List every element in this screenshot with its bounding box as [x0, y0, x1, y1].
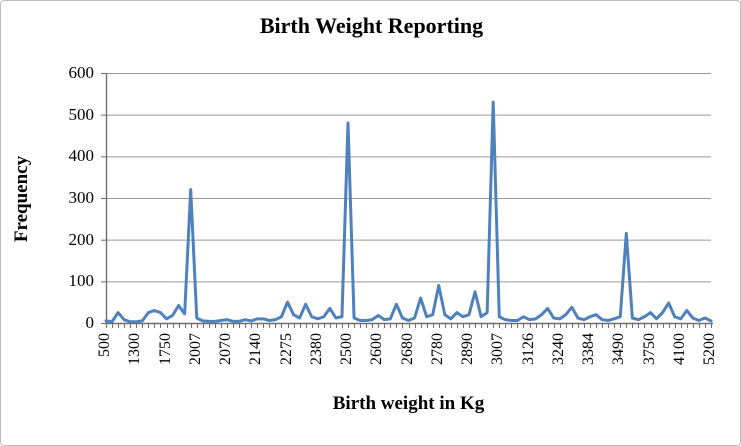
y-tick-label: 400 [68, 146, 95, 166]
x-tick-label: 3126 [519, 333, 537, 365]
x-tick-label: 1750 [156, 333, 174, 365]
y-tick-label: 600 [68, 63, 95, 82]
chart-title: Birth Weight Reporting [259, 13, 484, 38]
y-tick-label: 200 [68, 229, 95, 249]
y-tick-label: 0 [85, 313, 95, 332]
data-series-line [104, 100, 713, 324]
x-tick-label: 2275 [277, 333, 295, 365]
x-tick-label: 3007 [489, 333, 507, 365]
x-tick-label: 2140 [247, 333, 265, 365]
x-tick-label: 3384 [580, 333, 597, 365]
x-tick-label: 3490 [610, 333, 628, 365]
y-axis-title: Frequency [11, 155, 32, 243]
x-tick-label: 2680 [398, 333, 416, 365]
x-axis-title: Birth weight in Kg [332, 393, 485, 414]
y-tick-label: 100 [68, 271, 95, 291]
x-tick-label: 1300 [126, 333, 144, 365]
x-tick-label: 5200 [701, 333, 718, 365]
x-tick-label: 2780 [428, 333, 446, 365]
x-tick-label: 2007 [186, 333, 204, 365]
y-tick-label: 500 [68, 104, 95, 124]
x-tick-label: 3240 [549, 333, 567, 365]
x-tick-label: 4100 [670, 333, 688, 365]
x-tick-label: 2890 [459, 333, 476, 365]
y-tick-label: 300 [68, 188, 95, 207]
x-tick-label: 2380 [307, 333, 325, 365]
x-tick-label: 500 [96, 333, 113, 357]
x-tick-label: 3750 [640, 333, 658, 365]
x-tick-label: 2600 [368, 333, 386, 365]
x-tick-label: 2500 [338, 333, 355, 365]
x-tick-label: 2070 [217, 333, 234, 365]
